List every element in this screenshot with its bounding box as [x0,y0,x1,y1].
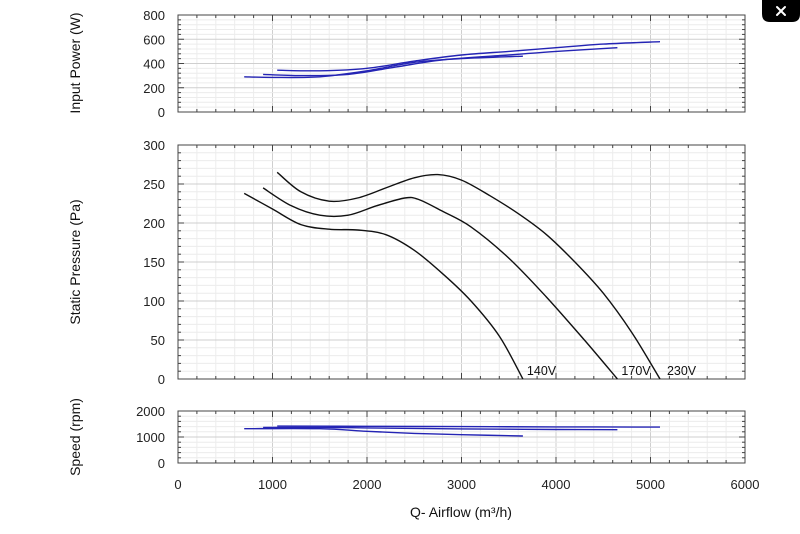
y-tick-label-speed: 0 [158,456,165,471]
series-line-speed-3 [277,425,661,428]
curve-label-2: 170V [621,364,651,378]
y-tick-label-power: 800 [143,8,165,23]
series-line-pressure-3 [276,171,661,380]
y-tick-label-pressure: 0 [158,372,165,387]
series-line-power-1 [244,55,523,79]
series-line-power-3 [277,41,661,72]
series-line-speed-2 [263,426,618,431]
x-tick-label: 6000 [731,477,760,492]
y-tick-label-pressure: 50 [151,333,165,348]
x-tick-label: 0 [174,477,181,492]
x-tick-label: 5000 [636,477,665,492]
series-line-speed-1 [244,427,523,437]
y-axis-title-power: Input Power (W) [67,12,83,113]
panel-pressure: 0 50 100 150 200 250 300 Static Pressure (Pa) 14… [67,138,746,387]
y-tick-label-pressure: 200 [143,216,165,231]
y-tick-label-pressure: 100 [143,294,165,309]
x-tick-label: 4000 [542,477,571,492]
y-tick-label-power: 0 [158,105,165,120]
y-tick-label-speed: 2000 [136,404,165,419]
panel-speed: 0 1000 2000 Speed (rpm) 0 1000 2000 3000 4000 500… [67,398,759,492]
series-line-power-2 [263,47,618,77]
y-tick-label-power: 200 [143,81,165,96]
x-tick-label: 2000 [353,477,382,492]
y-tick-label-pressure: 300 [143,138,165,153]
curve-label-1: 140V [527,364,557,378]
y-tick-label-pressure: 250 [143,177,165,192]
x-tick-label: 1000 [258,477,287,492]
series-line-pressure-1 [243,192,524,380]
panel-power: 0 200 400 600 800 Input Power (W) [67,8,746,120]
series-line-pressure-2 [262,187,618,380]
y-tick-label-speed: 1000 [136,430,165,445]
close-button[interactable] [762,0,800,22]
y-tick-label-pressure: 150 [143,255,165,270]
x-tick-label: 3000 [447,477,476,492]
x-axis-title: Q- Airflow (m³/h) [410,504,512,520]
y-tick-label-power: 600 [143,32,165,47]
y-axis-title-speed: Speed (rpm) [67,398,83,476]
curve-label-3: 230V [667,364,697,378]
close-icon [776,6,786,16]
y-axis-title-pressure: Static Pressure (Pa) [67,199,83,324]
y-tick-label-power: 400 [143,57,165,72]
